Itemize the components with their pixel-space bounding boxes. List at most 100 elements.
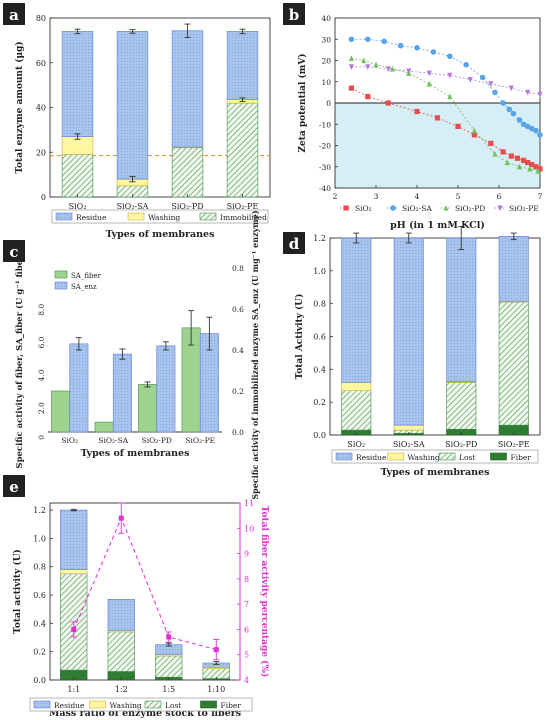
marker-triangle (348, 55, 354, 61)
legend-swatch (387, 452, 404, 461)
bar-residue (116, 31, 149, 180)
x-tick-label: 5 (456, 192, 461, 201)
y-tick-label: 0.6 (33, 591, 46, 600)
legend-e: Residue Washing Lost Fiber (29, 697, 253, 712)
fiber-percentage-point (71, 626, 77, 632)
marker-down-triangle (348, 64, 354, 70)
x-axis-label: Types of membranes (381, 467, 490, 478)
marker-square (529, 162, 535, 168)
legend-swatch (54, 270, 68, 279)
marker-square (514, 155, 521, 161)
bar-lost (341, 390, 372, 431)
marker-circle (516, 117, 523, 123)
y-right-tick-label: 0.2 (232, 387, 244, 396)
legend-label: Lost (459, 453, 475, 462)
y-tick-label: -30 (319, 163, 331, 172)
x-axis-label: Types of membranes (81, 448, 190, 459)
legend-label: Residue (76, 213, 107, 222)
marker-square (537, 166, 543, 172)
y-right-tick-label: 11 (244, 499, 254, 508)
legend-label: Washing (408, 453, 440, 462)
legend-swatch (490, 452, 507, 461)
legend-swatch (199, 212, 217, 221)
marker-triangle (389, 65, 395, 72)
x-axis-label: Types of membranes (106, 229, 215, 240)
marker-circle (479, 74, 486, 81)
marker-square (365, 94, 371, 100)
y-right-tick-label: 0.0 (232, 428, 244, 437)
marker-circle (533, 127, 539, 134)
x-axis-label: Mass ratio of enzyme stock to fibers (49, 708, 241, 719)
marker-circle (447, 53, 453, 60)
marker-triangle (504, 159, 510, 166)
y-tick-label: 0.8 (33, 563, 46, 572)
x-tick-label: SiO₂-PD (445, 440, 477, 449)
fiber-percentage-point (166, 634, 172, 640)
y-right-tick-label: 0.4 (232, 346, 244, 355)
marker-square (500, 149, 506, 155)
marker-circle (463, 61, 470, 68)
svg-text:b: b (289, 6, 300, 24)
x-tick-label: 1:5 (162, 685, 175, 694)
svg-text:c: c (9, 243, 18, 261)
marker-circle (390, 205, 396, 211)
fiber-percentage-line (73, 516, 217, 651)
bar-residue (446, 237, 477, 382)
y-right-axis-label: Total fiber activity percentage (%) (259, 506, 270, 677)
marker-square (533, 164, 539, 170)
marker-down-triangle (385, 66, 391, 73)
bar-washing (393, 424, 424, 431)
legend-swatch (33, 700, 51, 709)
bar-residue (171, 30, 204, 148)
y-right-axis-label: Specific activity of immobilized enzyme … (250, 210, 260, 499)
marker-circle (510, 110, 517, 117)
legend-label: Immobilized (220, 213, 267, 222)
chart-a: 0 20 40 60 80 SiO₂ SiO₂-SA SiO₂-PD SiO₂-PE Total … (14, 14, 271, 240)
bar-residue (498, 236, 529, 302)
marker-square (488, 140, 494, 146)
legend-swatch (54, 281, 68, 290)
chart-b: -40 -30 -20 -10 0 10 20 30 40 2 3 4 5 6 7 Zeta potentia… (297, 14, 543, 231)
y-right-tick-label: 6 (244, 625, 249, 634)
marker-square (343, 205, 349, 211)
y-right-tick-label: 0.8 (232, 264, 244, 273)
y-tick-label: 4.0 (37, 369, 46, 381)
y-tick-label: 1.0 (33, 534, 46, 543)
y-axis-label: Total activity (U) (12, 549, 23, 634)
marker-down-triangle (426, 70, 432, 77)
marker-triangle (373, 61, 379, 68)
chart-d: 0.0 0.2 0.4 0.6 0.8 1.0 1.2 SiO₂ SiO₂-SA SiO₂-PD S… (294, 226, 541, 478)
x-tick-label: SiO₂ (61, 436, 78, 445)
marker-down-triangle (497, 205, 503, 212)
legend-swatch (438, 452, 456, 461)
legend-label: Washing (148, 213, 180, 222)
y-tick-label: 0 (41, 193, 46, 202)
marker-circle (397, 42, 404, 49)
bar-residue (61, 31, 94, 137)
legend-label: Residue (54, 701, 85, 710)
marker-circle (500, 100, 506, 106)
chart-c: 0 2.0 4.0 6.0 8.0 0.0 0.2 0.4 0.6 0.8 SiO₂ SiO₂-SA S… (14, 210, 260, 499)
marker-square (525, 159, 531, 166)
legend-label: Fiber (511, 453, 532, 462)
marker-square (385, 100, 391, 106)
y-tick-label: 0.0 (33, 676, 46, 685)
fiber-percentage-point (213, 647, 219, 653)
y-tick-label: 40 (321, 14, 331, 23)
y-right-tick-label: 5 (244, 651, 249, 660)
x-tick-label: 2 (333, 192, 338, 201)
legend-swatch (55, 212, 73, 221)
y-right-tick-label: 7 (244, 600, 249, 609)
marker-down-triangle (467, 77, 473, 83)
x-tick-label: 3 (374, 192, 379, 201)
x-axis-label: pH (in 1 mM KCl) (390, 220, 485, 231)
marker-triangle (443, 204, 449, 211)
x-tick-label: 4 (415, 192, 420, 201)
y-tick-label: 10 (321, 78, 331, 87)
svg-text:e: e (9, 478, 19, 496)
legend-b: SiO₂ SiO₂-SA SiO₂-PD SiO₂-PE (340, 204, 539, 213)
y-tick-label: 20 (321, 57, 331, 66)
x-tick-label: SiO₂-PE (185, 436, 215, 445)
marker-triangle (492, 150, 498, 157)
chart-e: 0.0 0.2 0.4 0.6 0.8 1.0 1.2 1:1 1:2 1:5 1:10 Total … (12, 499, 270, 719)
